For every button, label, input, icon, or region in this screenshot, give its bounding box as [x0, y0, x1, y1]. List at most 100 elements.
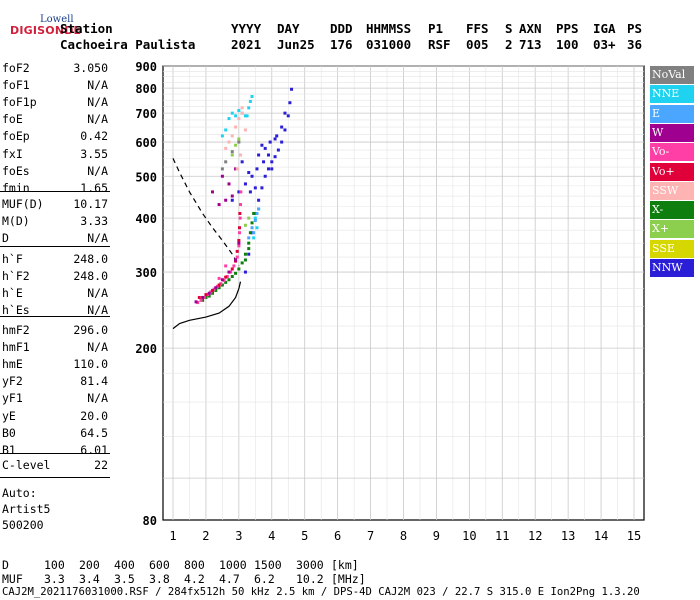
point-nnw: [283, 128, 287, 132]
header-day: Jun25: [277, 37, 315, 52]
point-nnw: [288, 101, 292, 105]
param-separator: [0, 477, 110, 478]
footer-value: 10.2: [296, 572, 324, 586]
point-vo: [212, 287, 216, 291]
footer-distance-row: D 100 200 400 600 800 1000 1500 3000 [km]: [2, 558, 359, 572]
param-value: 0.42: [80, 129, 108, 144]
point-nne: [230, 111, 234, 115]
param-value: 81.4: [80, 374, 108, 389]
param-separator: [0, 191, 110, 192]
param-row-fof1p: foF1p N/A: [2, 95, 108, 112]
point-nnw: [248, 190, 252, 194]
y-tick-label: 900: [135, 60, 157, 74]
point-ssw: [227, 140, 231, 144]
point-nnw: [273, 137, 277, 141]
x-tick-label: 6: [334, 529, 341, 543]
footer-value: 3.4: [79, 572, 100, 586]
point-x: [204, 295, 208, 299]
param-label: B0: [2, 425, 16, 440]
param-value: N/A: [87, 112, 108, 127]
param-row-fof1: foF1 N/A: [2, 78, 108, 95]
point-x: [247, 216, 251, 220]
param-label: D: [2, 231, 9, 246]
header-station-label: Station: [60, 21, 113, 36]
point-nnw: [260, 143, 264, 147]
param-value: N/A: [87, 286, 108, 301]
param-label: hmF2: [2, 323, 30, 337]
param-row-mufd: MUF(D) 10.17: [2, 197, 108, 214]
point-ssw: [240, 111, 244, 115]
point-nne: [247, 106, 251, 110]
point-nnw: [290, 87, 294, 91]
header-year: 2021: [231, 37, 262, 52]
x-tick-label: 15: [627, 529, 641, 543]
point-nnw: [266, 153, 270, 157]
footer-muf-row: MUF 3.3 3.4 3.5 3.8 4.2 4.7 6.2 10.2 [MHz]: [2, 572, 366, 586]
point-noval: [220, 167, 224, 171]
y-tick-label: 800: [135, 82, 157, 96]
header-time: 031000: [366, 37, 412, 52]
header-s-label: S: [505, 21, 513, 36]
point-nnw: [247, 252, 251, 256]
point-vo: [209, 290, 213, 294]
legend-item-vo: Vo+: [650, 162, 694, 181]
point-nnw: [275, 134, 279, 138]
x-tick-label: 7: [367, 529, 374, 543]
param-label: foE: [2, 112, 23, 127]
footer-value: 6.2: [254, 572, 275, 586]
point-ssw: [230, 134, 234, 138]
point-vo: [224, 275, 228, 279]
point-nne: [252, 236, 256, 240]
param-row-hmf2: hmF2 296.0: [2, 323, 108, 340]
param-value: 296.0: [73, 323, 108, 337]
param-value: N/A: [87, 340, 108, 355]
point-w: [201, 295, 205, 299]
x-tick-label: 11: [495, 529, 509, 543]
param-value: N/A: [87, 78, 108, 93]
point-vo: [229, 270, 233, 274]
point-w: [214, 286, 218, 290]
point-e: [255, 211, 259, 215]
point-nne: [243, 114, 247, 118]
footer-value: 3.5: [114, 572, 135, 586]
point-x: [220, 283, 224, 287]
point-nnw: [276, 148, 280, 152]
legend-item-vo: Vo-: [650, 143, 694, 162]
header-pps-label: PPS: [556, 21, 579, 36]
point-e: [247, 236, 251, 240]
legend-item-x: X+: [650, 220, 694, 239]
y-tick-label: 700: [135, 107, 157, 121]
x-tick-label: 12: [528, 529, 542, 543]
point-x: [230, 153, 234, 157]
param-label: foF1: [2, 78, 30, 93]
point-ssw: [235, 167, 239, 171]
param-label: h`F2: [2, 269, 30, 284]
point-nnw: [263, 146, 267, 150]
param-row-ye: yE 20.0: [2, 409, 108, 426]
footer-value: 4.7: [219, 572, 240, 586]
footer-value: 800: [184, 558, 205, 572]
header-iga-label: IGA: [593, 21, 616, 36]
header-ffs-label: FFS: [466, 21, 489, 36]
point-x: [207, 294, 211, 298]
header-ps: 36: [627, 37, 643, 52]
point-ssw: [237, 117, 241, 121]
point-ssw: [224, 146, 228, 150]
point-noval: [237, 140, 241, 144]
header-day-label: DAY: [277, 21, 300, 36]
param-label: h`F: [2, 252, 23, 266]
point-w: [234, 167, 238, 171]
point-nne: [255, 226, 259, 230]
point-nnw: [255, 167, 259, 171]
param-separator: [0, 316, 110, 317]
x-tick-label: 9: [433, 529, 440, 543]
point-nnw: [257, 153, 261, 157]
header-s: 2: [505, 37, 513, 52]
param-label: foF1p: [2, 95, 37, 110]
logo-top-text: Lowell: [40, 14, 74, 25]
point-w: [220, 278, 224, 282]
param-row-foep: foEp 0.42: [2, 129, 108, 146]
param-label: yF2: [2, 374, 23, 389]
point-x: [252, 211, 256, 215]
